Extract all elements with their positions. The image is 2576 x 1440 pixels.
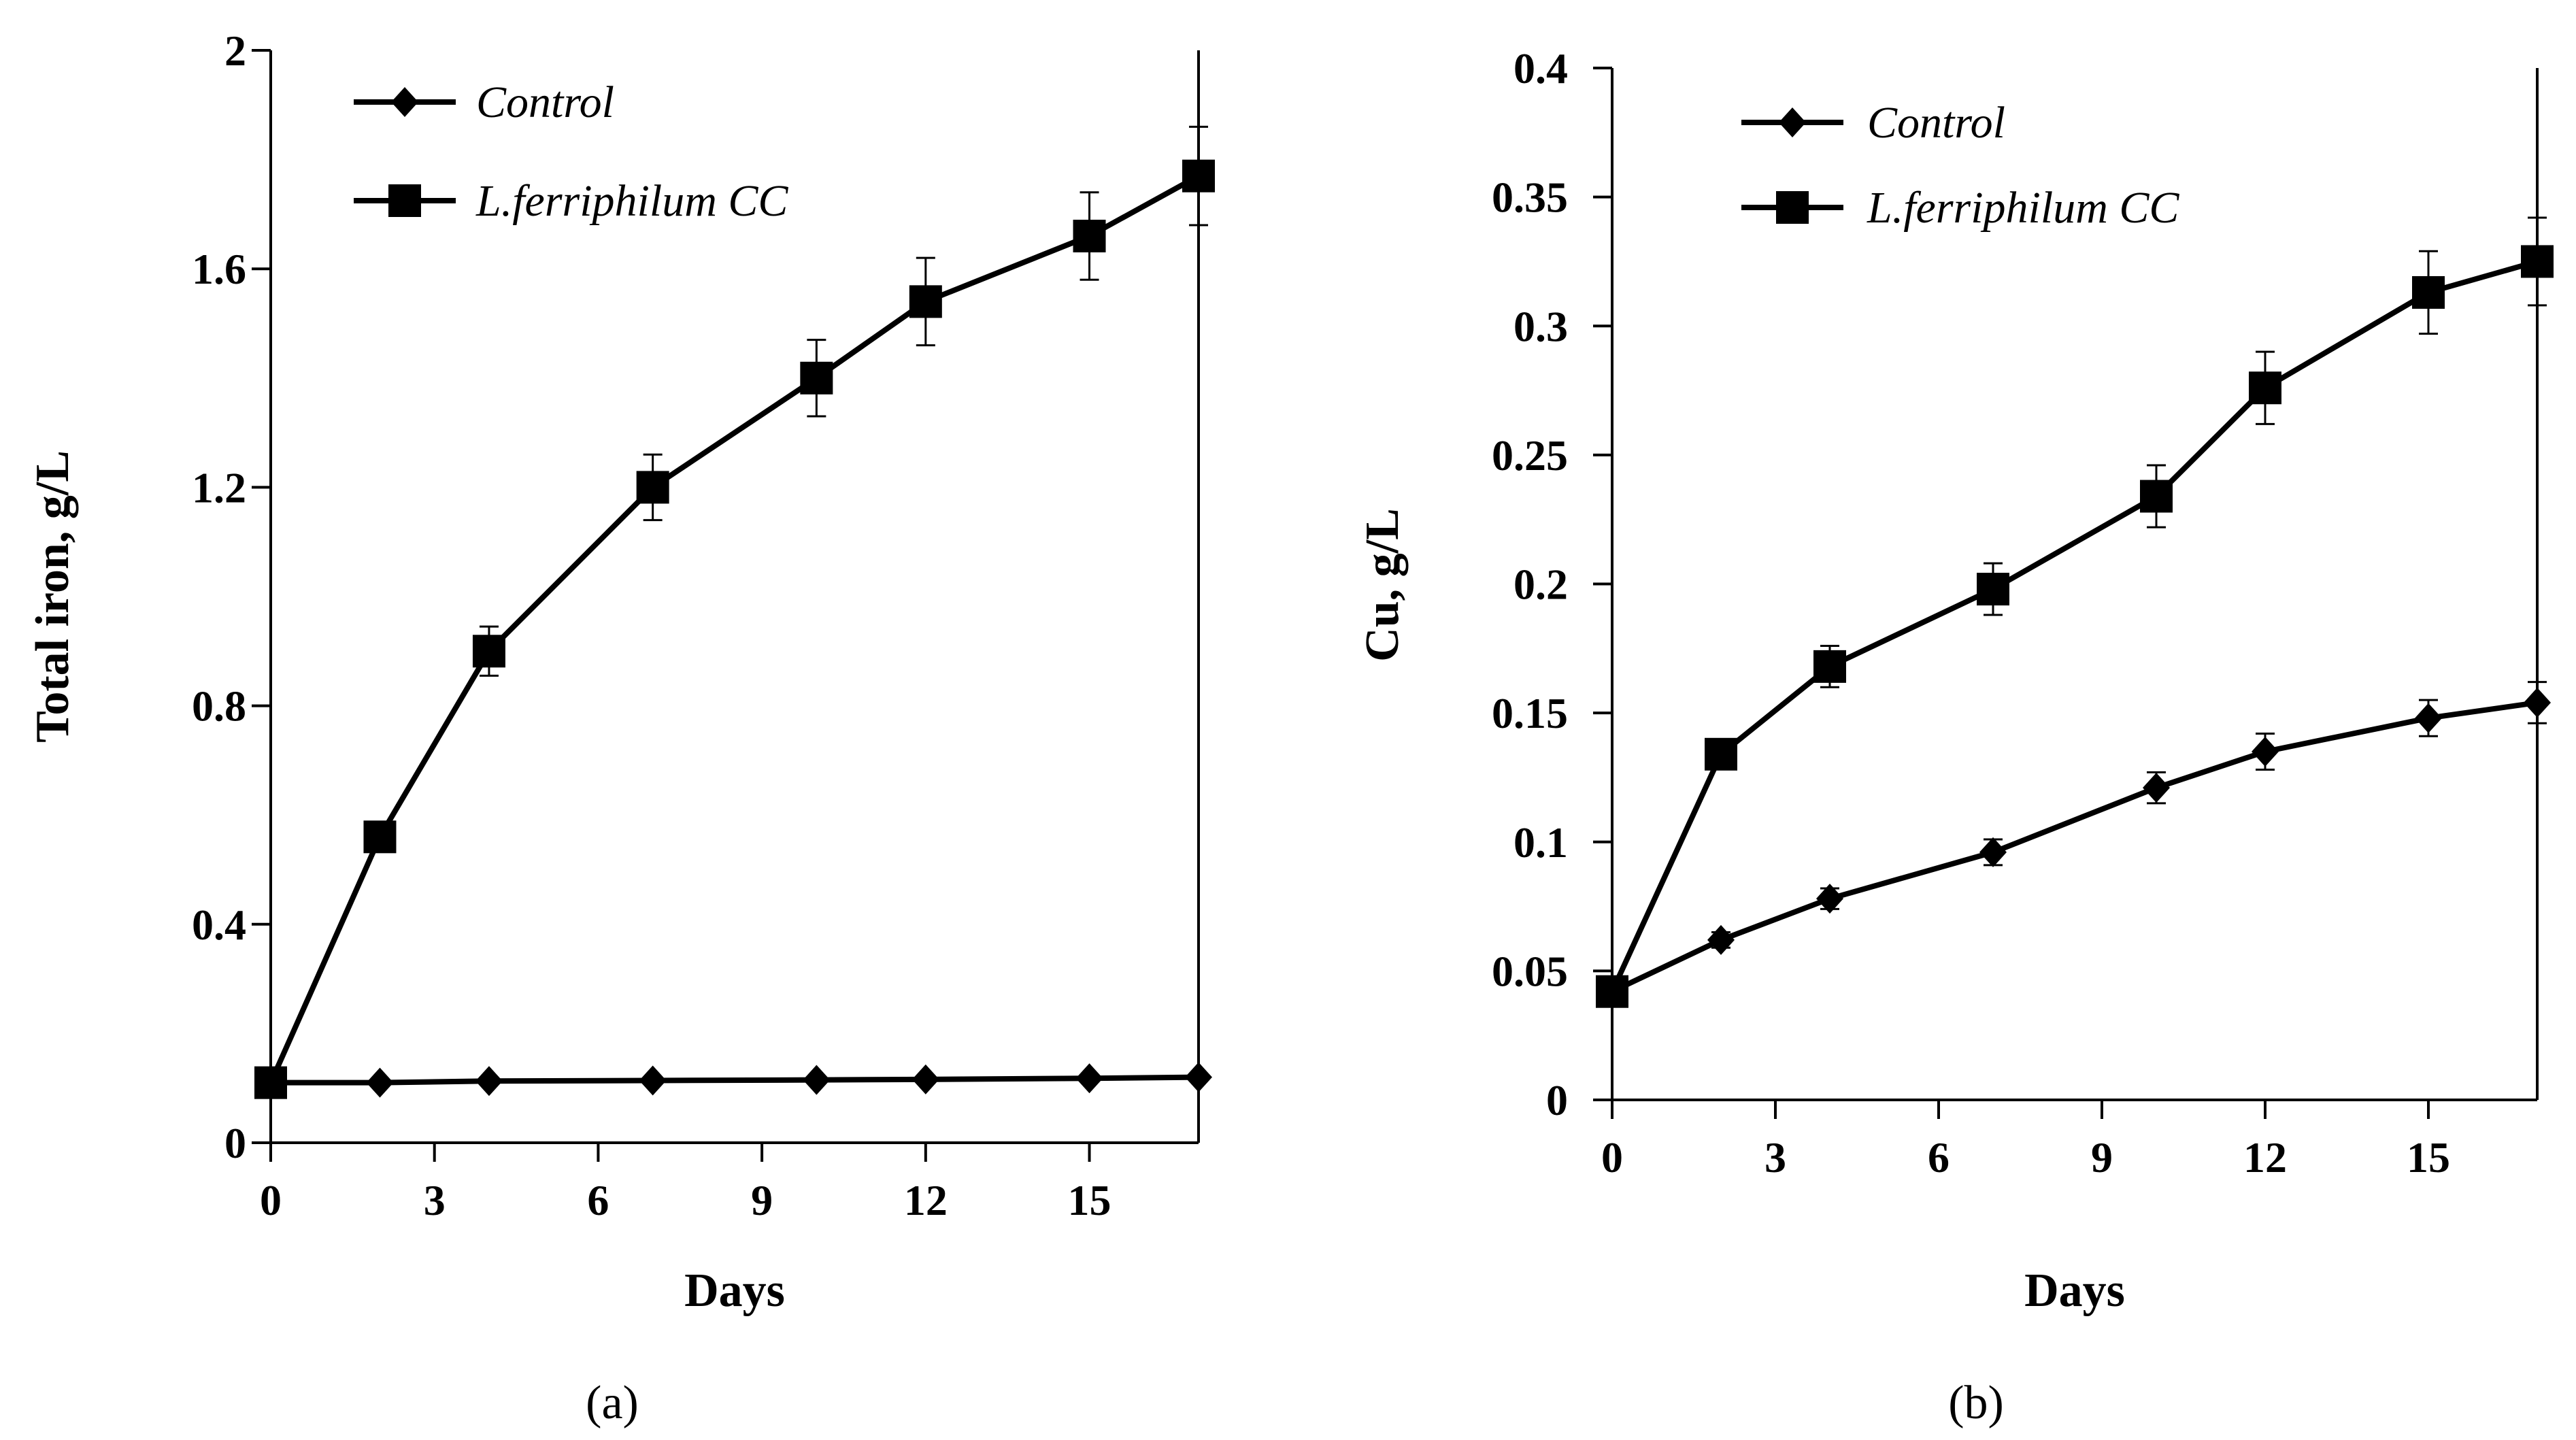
y-tick-label: 0.8	[192, 682, 246, 731]
series-control	[257, 1062, 1212, 1098]
x-tick-label: 9	[751, 1176, 773, 1224]
y-tick-label: 0.2	[1513, 560, 1568, 609]
y-tick-label: 1.2	[192, 463, 246, 512]
data-point	[1816, 884, 1843, 914]
y-tick-label: 0.1	[1513, 818, 1568, 867]
x-axis-title: Days	[684, 1265, 785, 1317]
data-point	[803, 1065, 831, 1095]
x-tick-label: 9	[2091, 1133, 2113, 1182]
x-tick-label: 6	[587, 1176, 609, 1224]
chart-panel-a: 0 0.4 0.8 1.2 1.6 2 0 3 6 9 12 15 Days Total iron, g/…	[27, 27, 1215, 1429]
series-line	[1609, 258, 2539, 993]
y-tick-label: 0.35	[1492, 173, 1568, 222]
x-tick-label: 3	[424, 1176, 446, 1224]
legend-marker	[391, 87, 418, 117]
x-tick-label: 0	[260, 1176, 282, 1224]
legend-marker	[388, 184, 421, 217]
y-tick-label: 0.15	[1492, 689, 1568, 737]
series-lferriphilum	[254, 125, 1215, 1099]
y-tick-label: 0	[1546, 1076, 1568, 1124]
y-tick-label: 0.4	[1513, 44, 1568, 93]
data-point	[254, 1066, 287, 1099]
panel-label: (a)	[586, 1377, 639, 1429]
series-line	[1611, 699, 2538, 994]
data-point	[475, 1066, 503, 1096]
x-tick-label: 12	[2243, 1133, 2287, 1182]
legend-label: Control	[476, 78, 614, 127]
x-tick-label: 0	[1601, 1133, 1623, 1182]
data-point	[639, 1065, 667, 1096]
data-point	[366, 1067, 394, 1098]
data-point	[2249, 371, 2281, 405]
data-point	[2252, 737, 2279, 767]
y-axis-title: Total iron, g/L	[27, 450, 79, 743]
y-tick-label: 1.6	[192, 245, 246, 293]
data-point	[1185, 1062, 1212, 1092]
data-point	[1707, 924, 1735, 955]
data-point	[2521, 245, 2554, 278]
series-line	[271, 1074, 1199, 1086]
data-point	[2143, 773, 2170, 803]
x-tick-label: 15	[1068, 1176, 1111, 1224]
data-point	[800, 361, 833, 395]
data-point	[2524, 687, 2551, 718]
y-tick-label: 0.25	[1492, 431, 1568, 480]
data-point	[472, 635, 505, 668]
series-control	[1599, 681, 2551, 1007]
data-point	[1075, 1063, 1103, 1094]
legend-label: Control	[1867, 98, 2005, 148]
legend-label: L.ferriphilum CC	[475, 176, 788, 226]
x-tick-label: 15	[2407, 1133, 2450, 1182]
series-lferriphilum	[1596, 216, 2554, 1008]
data-point	[1596, 975, 1628, 1008]
x-axis-title: Days	[2024, 1265, 2125, 1317]
data-point	[2415, 703, 2442, 733]
data-point	[363, 820, 397, 854]
y-axis-title: Cu, g/L	[1356, 508, 1409, 662]
x-tick-label: 12	[904, 1176, 948, 1224]
data-point	[1979, 837, 2007, 867]
data-point	[2412, 275, 2445, 309]
panel-label: (b)	[1948, 1377, 2004, 1429]
x-tick-label: 3	[1764, 1133, 1786, 1182]
chart-panel-b: 0 0.05 0.1 0.15 0.2 0.25 0.3 0.35 0.4 0 3 6 9 12 15 Day…	[1356, 44, 2554, 1429]
data-point	[1977, 573, 2009, 606]
data-point	[1813, 650, 1846, 683]
y-tick-label: 0.3	[1513, 302, 1568, 350]
data-point	[911, 1064, 939, 1094]
series-line	[268, 173, 1200, 1084]
x-tick-label: 6	[1928, 1133, 1950, 1182]
y-tick-label: 0.4	[192, 901, 246, 949]
data-point	[909, 285, 942, 318]
y-tick-label: 0	[224, 1119, 246, 1167]
data-point	[1705, 737, 1737, 771]
data-point	[1073, 220, 1106, 253]
data-point	[636, 471, 669, 504]
legend-marker	[1779, 107, 1806, 137]
y-tick-label: 2	[224, 27, 246, 75]
y-tick-label: 0.05	[1492, 947, 1568, 995]
data-point	[1182, 159, 1215, 192]
legend-label: L.ferriphilum CC	[1867, 183, 2179, 233]
data-point	[2140, 480, 2173, 513]
legend-marker	[1776, 191, 1809, 224]
